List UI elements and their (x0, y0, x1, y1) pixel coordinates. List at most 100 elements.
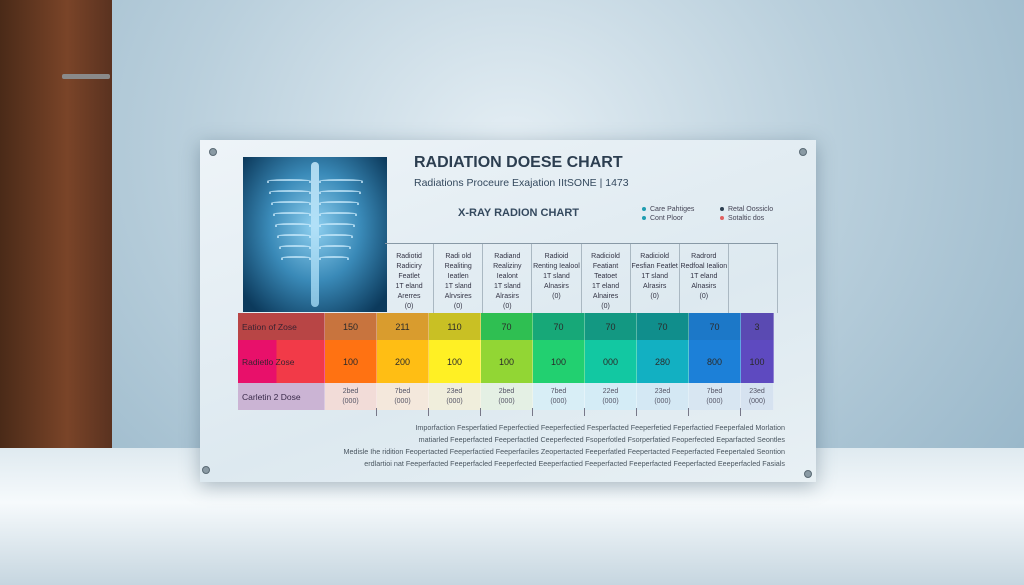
footnote-line: matiarled Feeperfacted Feeperfactled Cee… (418, 435, 785, 444)
table-cell: 100 (429, 340, 481, 383)
column-header-line: Arerres (397, 293, 421, 300)
table-cell: 70 (585, 313, 637, 340)
tick (533, 408, 585, 416)
table-cell: 100 (325, 340, 377, 383)
legend-label: Cont Ploor (650, 215, 684, 222)
footnote-line: Medisle Ihe ridition Feopertacted Feeper… (343, 447, 786, 456)
cell-line: 23ed (446, 387, 463, 395)
cell-line: 7bed (706, 387, 723, 395)
table-cell: 23ed (000) (741, 383, 774, 410)
cell-line: 2bed (342, 387, 359, 395)
rib (319, 234, 353, 238)
tick (637, 408, 689, 416)
column-header: Radrord Redfoal Iealion 1T eland Alnasirs (… (680, 244, 729, 313)
column-header-line: (0) (601, 303, 610, 310)
cell-line: (000) (394, 397, 411, 405)
column-header-line: (0) (503, 303, 512, 310)
cell-line: (000) (602, 397, 619, 405)
column-header-line: Alrvsires (444, 293, 472, 300)
table-cell: 2bed (000) (325, 383, 377, 410)
rib (271, 201, 311, 205)
table-cell: 70 (481, 313, 533, 340)
cell-line: 23ed (749, 387, 765, 395)
row-label: Radietlo Zose (238, 340, 325, 383)
column-header-line: (0) (453, 303, 463, 310)
tick (585, 408, 637, 416)
table-cell: 7bed (000) (689, 383, 741, 410)
tick (429, 408, 481, 416)
column-header-line: Radiciold Featiant Teatoet (591, 253, 620, 280)
column-header-line: (0) (650, 293, 659, 300)
table-cell: 800 (689, 340, 741, 383)
table-cell: 70 (637, 313, 689, 340)
screw-icon (209, 148, 217, 156)
column-header-line: Alnaires (592, 293, 619, 300)
wooden-door (0, 0, 112, 448)
cell-line: 22ed (602, 387, 619, 395)
row-label: Eation of Zose (238, 313, 325, 340)
rib (267, 179, 311, 183)
legend-item: Cont Ploor (642, 215, 720, 222)
column-header: Radiciold Fesfian Featlet 1T sland Alrasir… (631, 244, 680, 313)
column-header-line: (0) (699, 293, 709, 300)
tick (689, 408, 741, 416)
legend-dot-icon (720, 216, 724, 221)
chart-title: X-RAY RADION CHART (458, 207, 580, 219)
table-cell: 000 (585, 340, 637, 383)
column-header-line: Radi old Realiting Ieatlen (444, 253, 472, 280)
table-cell: 100 (741, 340, 774, 383)
table-row: Eation of Zose 150 211 110 70 70 70 70 70 3 (238, 313, 779, 340)
table-cell: 100 (481, 340, 533, 383)
dose-table: Eation of Zose 150 211 110 70 70 70 70 70 3 Radiet… (238, 313, 779, 410)
table-cell: 23ed (000) (429, 383, 481, 410)
table-cell: 7bed (000) (533, 383, 585, 410)
legend-label: Sotaltic dos (728, 215, 765, 222)
column-header-line: 1T eland (592, 283, 620, 290)
column-headers: Radiotid Radiciry Featlet 1T eland Arerres… (385, 243, 778, 313)
radiation-chart-poster: RADIATION DOESE CHART Radiations Proceur… (200, 140, 816, 482)
column-header-line: (0) (404, 303, 414, 310)
tick (481, 408, 533, 416)
column-header-line: 1T sland (543, 273, 570, 280)
column-header-line: 1T eland (395, 283, 423, 290)
column-header-line: 1T sland (444, 283, 472, 290)
door-handle (62, 74, 110, 79)
column-header-line: Radiand Realiziny Iealont (493, 253, 522, 280)
column-header-line: Radioid Renting Iealool (533, 253, 580, 270)
rib (319, 256, 349, 260)
cell-line: 7bed (394, 387, 411, 395)
table-cell: 7bed (000) (377, 383, 429, 410)
column-header-line: Alrasirs (643, 283, 667, 290)
rib (319, 212, 357, 216)
tick-marks (325, 408, 779, 416)
column-header-line: Radrord Redfoal Iealion (680, 253, 728, 270)
column-header-line: Radiciold Fesfian Featlet (631, 253, 678, 270)
spine (311, 162, 319, 307)
table-cell: 110 (429, 313, 481, 340)
column-header: Radiotid Radiciry Featlet 1T eland Arerres… (385, 244, 435, 313)
rib (269, 190, 311, 194)
legend-label: Retal Oossiclo (728, 206, 774, 213)
rib (275, 223, 311, 227)
table-cell: 70 (533, 313, 585, 340)
column-header-line: 1T sland (493, 283, 521, 290)
column-header-line: Alnasirs (543, 283, 569, 290)
table-cell: 23ed (000) (637, 383, 689, 410)
screw-icon (799, 148, 807, 156)
table-row: Carletin 2 Dose 2bed (000) 7bed (000) 23ed (00… (238, 383, 779, 410)
legend-item: Care Pahtiges (642, 206, 720, 213)
rib (277, 234, 311, 238)
legend-label: Care Pahtiges (650, 206, 695, 213)
chest-xray-image (243, 157, 387, 312)
screw-icon (202, 466, 210, 474)
column-header-line: 1T eland (690, 273, 718, 280)
rib (279, 245, 311, 249)
legend-item: Sotaltic dos (720, 215, 800, 222)
tick (377, 408, 429, 416)
rib (319, 190, 361, 194)
table-cell: 280 (637, 340, 689, 383)
legend-item: Retal Oossiclo (720, 206, 800, 213)
column-header: Radiciold Featiant Teatoet 1T eland Alnair… (582, 244, 631, 313)
rib (273, 212, 311, 216)
table-cell: 200 (377, 340, 429, 383)
